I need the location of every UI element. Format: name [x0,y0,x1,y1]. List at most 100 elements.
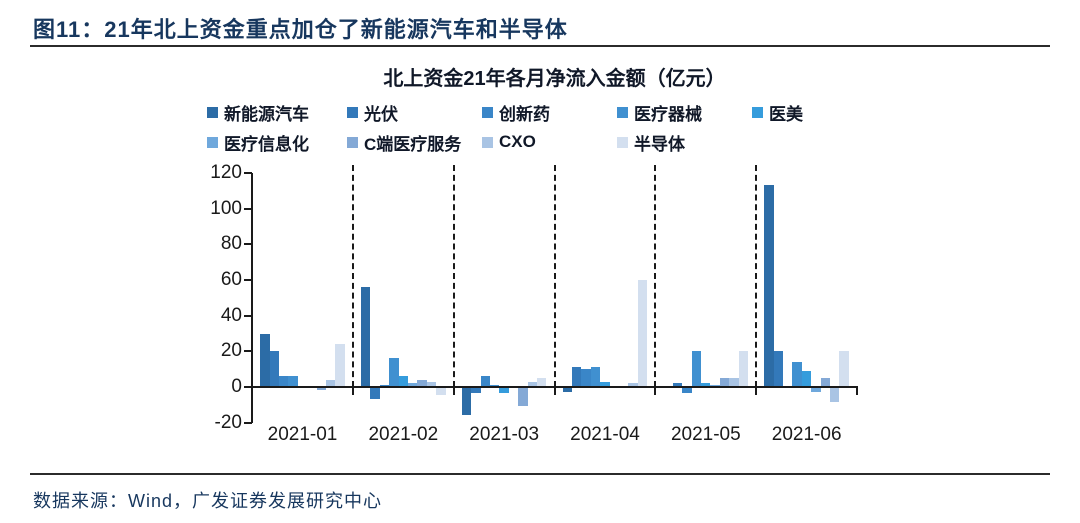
legend-label: 医美 [769,104,803,124]
bar-CXO-2021-06 [830,388,840,403]
legend-label: 医疗器械 [634,104,702,124]
legend-item: 医疗器械 [617,101,702,124]
bar-医美-2021-06 [801,370,812,387]
bar-新能源汽车-2021-02 [360,287,371,387]
x-axis-tick [251,388,253,395]
y-tick-label: 20 [220,340,242,362]
y-tick-label: 60 [220,269,242,290]
bar-C端医疗服务-2021-03 [518,388,528,406]
legend-item: 医疗信息化 [207,131,309,154]
month-separator [452,165,455,387]
figure-title: 图11：21年北上资金重点加仓了新能源汽车和半导体 [33,17,568,42]
x-axis-tick [351,388,354,395]
bar-CXO-2021-04 [628,383,638,387]
x-tick-label: 2021-06 [771,424,842,445]
y-axis-tick [244,172,252,174]
x-axis-tick [654,388,657,395]
y-axis-tick [244,386,252,388]
legend-swatch-icon [482,136,493,148]
legend-item: 新能源汽车 [207,101,309,124]
bar-C端医疗服务-2021-05 [719,378,730,387]
month-separator [755,165,758,387]
legend-swatch-icon [207,136,218,148]
legend-label: 医疗信息化 [224,134,309,154]
legend-swatch-icon [482,106,493,118]
y-axis-tick [244,421,252,424]
x-axis [251,386,858,388]
legend-swatch-icon [617,136,628,148]
legend-label: 半导体 [634,134,685,154]
legend-swatch-icon [347,136,358,148]
legend-swatch-icon [617,106,628,118]
y-tick-label: 80 [220,233,242,255]
bar-半导体-2021-05 [738,351,749,387]
y-axis-tick [244,207,252,210]
x-axis-tick [452,388,455,395]
legend-swatch-icon [207,106,218,118]
bar-医疗器械-2021-04 [590,367,601,387]
legend-swatch-icon [347,106,358,118]
data-source: 数据来源：Wind，广发证券发展研究中心 [33,491,383,511]
bar-光伏-2021-04 [572,367,582,387]
bar-C端医疗服务-2021-02 [417,379,427,387]
bar-CXO-2021-01 [325,379,336,387]
y-axis-tick [244,279,252,281]
bar-CXO-2021-02 [426,381,437,387]
legend-swatch-icon [752,106,763,118]
legend-item: 半导体 [617,131,685,154]
bar-光伏-2021-06 [773,351,784,387]
legend-label: CXO [499,132,536,151]
bar-光伏-2021-05 [672,383,683,387]
month-separator [654,165,657,387]
legend-item: CXO [482,131,536,153]
legend-item: 医美 [752,101,803,124]
y-axis-tick [244,243,252,246]
legend-label: 创新药 [499,104,550,124]
bar-创新药-2021-04 [581,369,591,387]
x-tick-label: 2021-05 [670,424,741,445]
bar-光伏-2021-01 [269,351,279,387]
bar-半导体-2021-01 [335,344,345,387]
x-axis-tick [856,388,858,395]
bar-医疗信息化-2021-02 [407,383,418,387]
bar-医疗器械-2021-02 [389,358,399,387]
y-axis-tick [244,314,252,317]
footer-divider [30,473,1050,475]
bar-创新药-2021-03 [480,376,490,387]
legend-label: C端医疗服务 [364,134,462,154]
bar-CXO-2021-05 [729,378,739,387]
bar-半导体-2021-03 [536,378,547,387]
bar-医疗信息化-2021-06 [811,388,821,392]
bar-半导体-2021-04 [637,280,648,387]
bar-新能源汽车-2021-06 [764,185,774,387]
bar-新能源汽车-2021-04 [562,388,572,392]
x-axis-tick [755,388,758,395]
bar-医美-2021-03 [499,388,509,394]
x-axis-tick [553,388,556,395]
y-axis [251,173,253,423]
month-separator [351,165,354,387]
bar-医美-2021-05 [701,383,711,387]
bar-医疗器械-2021-01 [288,376,298,387]
y-tick-label: 100 [210,197,242,219]
bar-医美-2021-04 [600,381,610,387]
bar-新能源汽车-2021-01 [260,333,270,387]
x-tick-label: 2021-03 [469,424,540,445]
bar-C端医疗服务-2021-06 [820,378,831,387]
bar-创新药-2021-01 [278,376,289,387]
y-tick-label: 0 [231,376,242,397]
bar-医美-2021-02 [398,376,408,387]
legend-item: C端医疗服务 [347,131,462,154]
y-tick-label: -20 [214,411,242,433]
legend-item: 光伏 [347,101,398,124]
bar-医疗器械-2021-06 [792,362,802,387]
x-tick-label: 2021-01 [267,424,338,445]
bar-半导体-2021-02 [436,388,446,396]
bar-半导体-2021-06 [839,351,849,387]
title-divider [30,45,1050,47]
bar-新能源汽车-2021-03 [461,388,472,415]
bar-创新药-2021-05 [682,388,692,394]
y-tick-label: 40 [220,304,242,326]
legend-label: 新能源汽车 [224,104,309,124]
